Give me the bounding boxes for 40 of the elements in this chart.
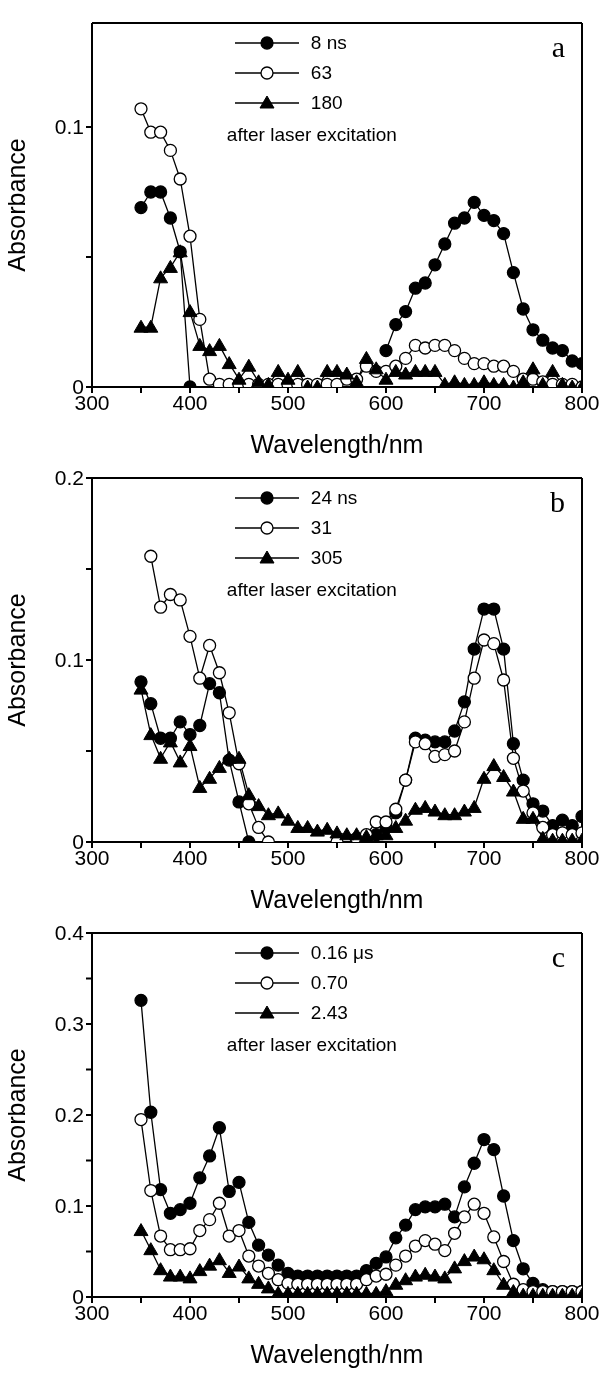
x-axis-title: Wavelength/nm [250, 1340, 424, 1368]
legend-label: 0.16 μs [310, 942, 374, 964]
y-tick-label: 0.4 [54, 921, 85, 945]
annotation: a [551, 30, 565, 64]
x-axis-title: Wavelength/nm [250, 885, 424, 913]
legend-label: 8 ns [310, 32, 347, 54]
annotation: after laser excitation [226, 579, 397, 601]
y-tick-label: 0.2 [54, 1103, 84, 1127]
y-tick-label: 0.2 [54, 466, 84, 490]
y-tick-label: 0.1 [54, 1194, 84, 1218]
y-tick-label: 0.3 [54, 1012, 84, 1036]
x-tick-label: 800 [564, 845, 600, 869]
annotation: after laser excitation [226, 124, 397, 146]
legend-label: 0.70 [310, 972, 348, 994]
x-tick-label: 700 [466, 845, 502, 869]
legend-label: 180 [310, 92, 343, 114]
x-tick-label: 600 [368, 390, 404, 414]
legend-label: 63 [310, 62, 332, 84]
annotation: c [551, 940, 565, 974]
x-tick-label: 800 [564, 390, 600, 414]
x-tick-label: 500 [270, 1300, 306, 1324]
legend-label: 305 [310, 547, 343, 569]
x-axis-title: Wavelength/nm [250, 430, 424, 458]
y-tick-label: 0.1 [54, 115, 84, 139]
legend-label: 24 ns [310, 487, 358, 509]
x-tick-label: 800 [564, 1300, 600, 1324]
x-tick-label: 700 [466, 390, 502, 414]
x-tick-label: 500 [270, 845, 306, 869]
x-tick-label: 600 [368, 1300, 404, 1324]
x-tick-label: 700 [466, 1300, 502, 1324]
annotation: after laser excitation [226, 1034, 397, 1056]
x-tick-label: 400 [172, 1300, 208, 1324]
legend-label: 31 [310, 517, 332, 539]
legend-label: 2.43 [310, 1002, 348, 1024]
y-tick-label: 0.1 [54, 648, 84, 672]
x-tick-label: 400 [172, 845, 208, 869]
x-tick-label: 500 [270, 390, 306, 414]
x-tick-label: 600 [368, 845, 404, 869]
x-tick-label: 400 [172, 390, 208, 414]
annotation: b [550, 485, 565, 519]
